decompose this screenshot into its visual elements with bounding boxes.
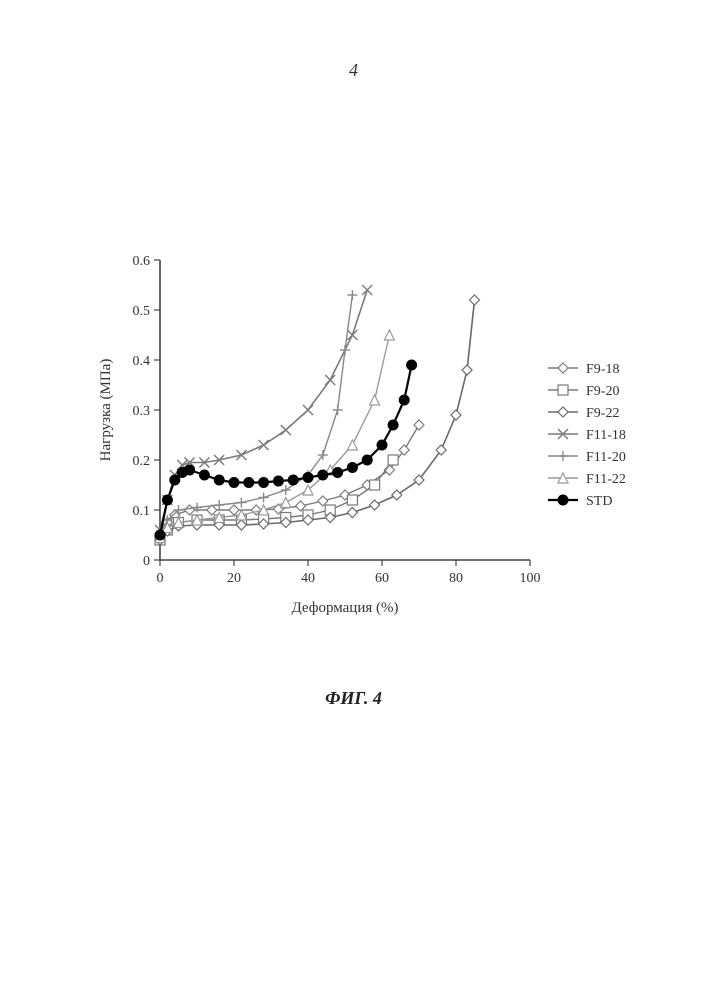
svg-text:40: 40 (301, 571, 315, 586)
svg-text:F9-20: F9-20 (586, 384, 619, 399)
svg-text:0: 0 (143, 554, 150, 569)
svg-text:F11-20: F11-20 (586, 450, 626, 465)
svg-text:0.2: 0.2 (133, 454, 151, 469)
svg-text:0: 0 (157, 571, 164, 586)
svg-text:0.5: 0.5 (133, 304, 151, 319)
page-number: 4 (0, 60, 707, 81)
chart-container: 0 20 40 60 80 100 0 0.1 0.2 0.3 0.4 0.5 0.6 Деформаци… (80, 240, 640, 625)
svg-text:0.1: 0.1 (133, 504, 151, 519)
svg-text:60: 60 (375, 571, 389, 586)
svg-text:F9-22: F9-22 (586, 406, 619, 421)
svg-text:Деформация (%): Деформация (%) (292, 600, 399, 616)
svg-text:0.6: 0.6 (133, 254, 151, 269)
svg-text:Нагрузка (МПа): Нагрузка (МПа) (98, 359, 114, 462)
svg-text:20: 20 (227, 571, 241, 586)
svg-text:80: 80 (449, 571, 463, 586)
figure-caption: ФИГ. 4 (0, 688, 707, 709)
svg-text:100: 100 (520, 571, 541, 586)
stress-strain-chart: 0 20 40 60 80 100 0 0.1 0.2 0.3 0.4 0.5 0.6 Деформаци… (80, 240, 640, 620)
svg-text:F9-18: F9-18 (586, 362, 619, 377)
svg-text:0.3: 0.3 (133, 404, 151, 419)
svg-text:0.4: 0.4 (133, 354, 151, 369)
svg-text:STD: STD (586, 494, 612, 509)
svg-text:F11-22: F11-22 (586, 472, 626, 487)
svg-text:F11-18: F11-18 (586, 428, 626, 443)
